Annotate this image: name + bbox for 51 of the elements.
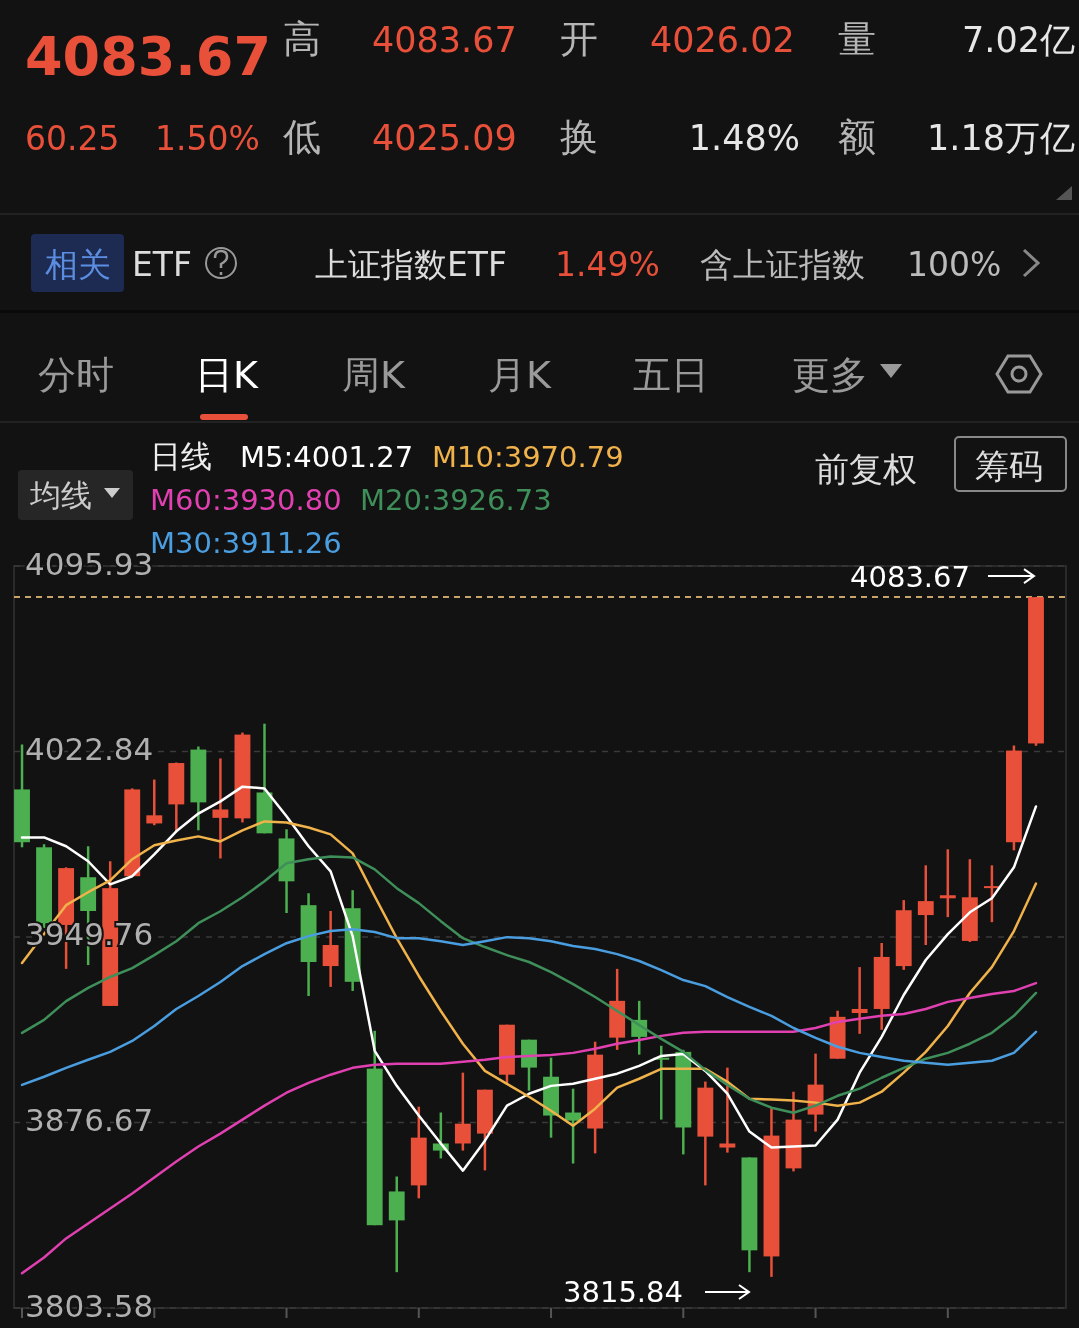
annotation: 3815.84 [563,1275,683,1309]
line-series [20,981,1038,1275]
text: 周K [342,353,406,397]
text: 4026.02 [650,20,795,60]
y-tick-label: 3876.67 [25,1101,154,1138]
candlestick [146,778,163,827]
text: 1.48% [688,118,800,158]
text: 上证指数ETF [315,245,507,284]
text: 开 [560,17,598,61]
candlestick [983,864,1000,924]
text: 高 [283,17,321,61]
text: 均线 [29,477,92,513]
text: 相关 [45,245,111,284]
text: 量 [838,17,876,61]
text: 日K [195,353,259,397]
line-series [20,785,1038,1172]
candlestick [322,909,339,989]
text: 7.02亿 [962,20,1075,60]
text: 4025.09 [372,118,517,158]
candlestick [565,1087,582,1165]
text: 100% [907,245,1002,284]
text: 1.49% [555,245,660,284]
text: 五日 [633,353,709,397]
text: M5:4001.27 [240,440,414,474]
text: 4083.67 [25,25,271,88]
candlestick [851,965,868,1036]
candlestick [454,1071,471,1152]
text: 分时 [38,353,114,397]
y-tick-label: 3803.58 [25,1287,154,1324]
ref-line-label: 4083.67 [850,560,970,595]
text: 前复权 [815,449,917,489]
candlestick [212,757,229,860]
text: M10:3970.79 [432,440,624,474]
text: 筹码 [975,446,1043,486]
text: 更多 [792,353,868,397]
text: 1.18万亿 [927,118,1075,158]
text: M60:3930.80 [150,483,342,517]
y-tick-label: 4022.84 [25,731,154,768]
text: M20:3926.73 [360,483,552,517]
text: 换 [560,115,598,159]
text: 含上证指数 [700,245,865,284]
candlestick [917,864,934,947]
candlestick [939,848,956,919]
text: 额 [838,115,876,159]
text: 月K [488,353,552,397]
text: 1.50% [155,119,260,158]
text: 低 [283,115,321,159]
text: 4083.67 [372,20,517,60]
text: ETF [132,245,192,284]
legend-title: 日线 [150,438,212,474]
text: 60.25 [25,119,120,158]
